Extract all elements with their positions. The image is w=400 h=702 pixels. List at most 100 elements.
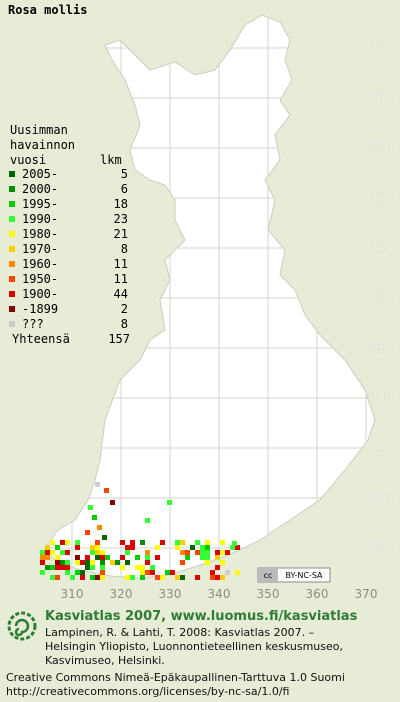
occurrence [230, 545, 235, 550]
occurrence [205, 550, 210, 555]
occurrence [140, 540, 145, 545]
legend-count: 11 [114, 272, 128, 286]
legend-heading: havainnon [10, 138, 75, 152]
occurrence [65, 550, 70, 555]
occurrence [225, 570, 230, 575]
legend-swatch [9, 201, 15, 207]
badge-text: BY-NC-SA [285, 571, 323, 580]
title: Rosa mollis [8, 3, 87, 17]
occurrence [45, 550, 50, 555]
occurrence [45, 555, 50, 560]
easting-label: 330 [159, 587, 182, 601]
citation: Kasvimuseo, Helsinki. [45, 654, 165, 667]
occurrence [60, 565, 65, 570]
occurrence [205, 560, 210, 565]
occurrence [130, 540, 135, 545]
grid-labels: 770 760 750 740 730 720 710 700 690 680 670 310 320 3… [61, 41, 394, 601]
legend-count: 6 [121, 182, 128, 196]
occurrence [130, 545, 135, 550]
occurrence [200, 550, 205, 555]
badge-symbol: cc [264, 571, 273, 580]
occurrence [60, 540, 65, 545]
occurrence [140, 570, 145, 575]
easting-label: 310 [61, 587, 84, 601]
easting-label: 360 [306, 587, 329, 601]
occurrence [220, 550, 225, 555]
occurrence [90, 575, 95, 580]
legend-swatch [9, 306, 15, 312]
occurrence [155, 555, 160, 560]
occurrence [215, 565, 220, 570]
northing-label: 760 [370, 91, 393, 105]
occurrence [88, 505, 93, 510]
occurrence [120, 555, 125, 560]
occurrence [165, 570, 170, 575]
legend-count: 8 [121, 242, 128, 256]
license-badge: cc BY-NC-SA [257, 567, 331, 583]
occurrence [55, 545, 60, 550]
occurrence [75, 555, 80, 560]
legend-swatch [9, 246, 15, 252]
occurrence [160, 540, 165, 545]
occurrence [190, 545, 195, 550]
occurrence [175, 545, 180, 550]
legend-swatch [9, 261, 15, 267]
occurrence [80, 570, 85, 575]
occurrence [90, 545, 95, 550]
occurrence [95, 555, 100, 560]
license-url: http://creativecommons.org/licenses/by-n… [6, 685, 289, 698]
occurrence [185, 550, 190, 555]
northing-label: 730 [370, 241, 393, 255]
occurrence [100, 555, 105, 560]
total-count: 157 [108, 332, 130, 346]
occurrence [195, 550, 200, 555]
occurrence [50, 550, 55, 555]
legend-count: 11 [114, 257, 128, 271]
easting-label: 350 [257, 587, 280, 601]
occurrence [175, 540, 180, 545]
occurrence [225, 550, 230, 555]
occurrence [104, 488, 109, 493]
occurrence [40, 555, 45, 560]
occurrence [140, 565, 145, 570]
occurrence [195, 575, 200, 580]
occurrence [110, 500, 115, 505]
logo [7, 611, 37, 641]
occurrence [125, 575, 130, 580]
legend-label: 1990- [22, 212, 58, 226]
legend-label: 1980- [22, 227, 58, 241]
occurrence [195, 540, 200, 545]
occurrence [60, 560, 65, 565]
occurrence [90, 550, 95, 555]
occurrence [55, 575, 60, 580]
occurrence [55, 565, 60, 570]
occurrence [65, 540, 70, 545]
occurrence [115, 560, 120, 565]
legend-count: 18 [114, 197, 128, 211]
occurrence [100, 565, 105, 570]
occurrence [155, 545, 160, 550]
occurrence [145, 555, 150, 560]
legend-count: 21 [114, 227, 128, 241]
occurrence [70, 575, 75, 580]
occurrence [40, 550, 45, 555]
occurrence [180, 575, 185, 580]
occurrence [140, 575, 145, 580]
occurrence [45, 565, 50, 570]
occurrence [75, 545, 80, 550]
occurrence [85, 560, 90, 565]
occurrence [200, 545, 205, 550]
legend-label: 1900- [22, 287, 58, 301]
occurrence [220, 540, 225, 545]
occurrence [100, 550, 105, 555]
occurrence [235, 545, 240, 550]
occurrence [50, 540, 55, 545]
brand: Kasviatlas 2007, www.luomus.fi/kasviatla… [45, 609, 358, 624]
occurrence [135, 565, 140, 570]
occurrence [80, 575, 85, 580]
occurrence [210, 575, 215, 580]
northing-label: 670 [370, 541, 393, 555]
occurrence [145, 550, 150, 555]
